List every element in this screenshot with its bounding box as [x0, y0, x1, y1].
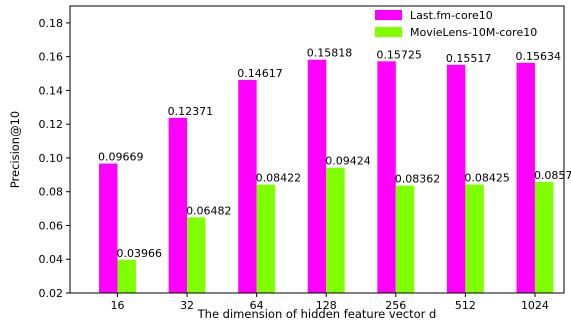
data-label: 0.15517 [446, 52, 492, 65]
x-tick-label: 256 [385, 299, 406, 312]
y-tick-label: 0.14 [39, 84, 64, 97]
bar-lastfm-256 [377, 61, 396, 294]
bar-movielens-1024 [534, 181, 554, 293]
x-tick-label: 16 [110, 299, 124, 312]
bar-lastfm-512 [446, 64, 466, 293]
legend-label: MovieLens-10M-core10 [410, 26, 537, 39]
data-label: 0.12371 [168, 105, 214, 118]
data-label: 0.08579 [534, 169, 571, 182]
bars-layer [99, 59, 554, 294]
bar-lastfm-64 [238, 79, 257, 293]
bar-lastfm-32 [168, 117, 188, 293]
y-tick-label: 0.02 [39, 287, 64, 300]
data-label: 0.08362 [395, 173, 441, 186]
bar-movielens-64 [256, 184, 276, 293]
x-tick-label: 512 [455, 299, 476, 312]
bar-movielens-16 [117, 259, 136, 293]
data-label: 0.08422 [256, 172, 301, 185]
x-tick-label: 64 [250, 299, 264, 312]
x-tick-label: 32 [180, 299, 194, 312]
bar-lastfm-1024 [516, 62, 535, 293]
data-label: 0.14617 [237, 67, 283, 80]
bar-lastfm-16 [99, 163, 118, 293]
data-label: 0.06482 [186, 204, 232, 217]
y-tick-label: 0.10 [39, 152, 64, 165]
y-tick-label: 0.18 [39, 17, 64, 30]
y-tick-label: 0.16 [39, 51, 64, 64]
data-label: 0.09669 [98, 151, 143, 164]
y-tick-label: 0.12 [39, 118, 64, 131]
legend-swatch [375, 10, 402, 20]
data-label: 0.15725 [376, 48, 422, 61]
bar-movielens-512 [465, 184, 484, 293]
x-tick-label: 128 [316, 299, 337, 312]
y-tick-label: 0.06 [39, 219, 64, 232]
bar-movielens-32 [187, 217, 206, 293]
bar-movielens-128 [326, 167, 345, 293]
legend: Last.fm-core10 MovieLens-10M-core10 [375, 9, 537, 39]
bar-lastfm-128 [307, 59, 327, 293]
y-tick-label: 0.08 [39, 186, 64, 199]
data-label: 0.09424 [325, 155, 371, 168]
legend-swatch [375, 27, 402, 37]
data-label: 0.03966 [116, 247, 162, 260]
y-axis-label: Precision@10 [8, 111, 22, 188]
x-axis: 16 32 64 128 256 512 1024 [110, 293, 549, 312]
data-label: 0.15634 [516, 50, 562, 63]
plot-frame [69, 5, 565, 294]
data-labels-layer: 0.09669 0.03966 0.12371 0.06482 0.14617 0.084… [98, 47, 571, 260]
legend-label: Last.fm-core10 [410, 9, 493, 22]
x-tick-label: 1024 [521, 299, 549, 312]
data-label: 0.08425 [464, 172, 510, 185]
data-label: 0.15818 [307, 47, 353, 60]
y-tick-label: 0.04 [39, 253, 64, 266]
bar-movielens-256 [395, 185, 415, 293]
y-axis: 0.02 0.04 0.06 0.08 0.10 0.12 0.14 0.16 0.18 [39, 17, 70, 300]
x-axis-label: The dimension of hidden feature vector d [197, 307, 437, 321]
